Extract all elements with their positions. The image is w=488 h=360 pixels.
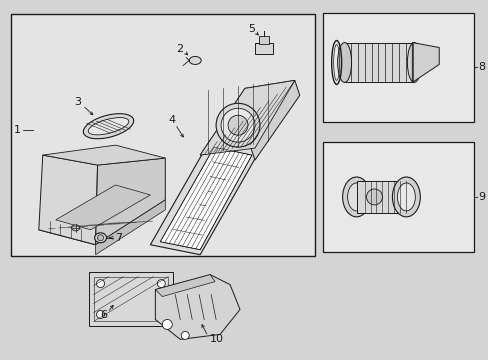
Ellipse shape (181, 332, 189, 339)
Polygon shape (39, 155, 98, 245)
Text: 5: 5 (247, 24, 254, 33)
Polygon shape (200, 80, 294, 155)
Ellipse shape (162, 319, 172, 329)
Ellipse shape (337, 42, 351, 82)
Text: 4: 4 (168, 115, 175, 125)
Bar (11, 14, 314, 256)
Polygon shape (155, 275, 215, 297)
Text: 10: 10 (210, 334, 224, 345)
Bar (322, 142, 473, 252)
Bar (259, 36, 268, 44)
Polygon shape (150, 140, 260, 255)
Polygon shape (160, 147, 251, 250)
Polygon shape (56, 185, 150, 230)
Ellipse shape (94, 233, 106, 243)
Bar (254, 42, 272, 54)
Polygon shape (95, 200, 165, 255)
Ellipse shape (98, 235, 103, 241)
Bar (356, 181, 406, 213)
Ellipse shape (88, 118, 128, 135)
Ellipse shape (189, 57, 201, 64)
Text: 9: 9 (477, 192, 484, 202)
Polygon shape (95, 158, 165, 245)
Text: 8: 8 (477, 62, 484, 72)
Ellipse shape (96, 310, 104, 319)
Ellipse shape (157, 310, 165, 319)
Text: 6: 6 (101, 310, 107, 320)
Polygon shape (39, 185, 165, 245)
Polygon shape (411, 42, 438, 82)
Polygon shape (155, 275, 240, 339)
Text: 1: 1 (14, 125, 21, 135)
Bar (88, 272, 173, 327)
Ellipse shape (392, 177, 420, 217)
Text: 3: 3 (75, 97, 81, 107)
Polygon shape (200, 80, 294, 155)
Ellipse shape (216, 103, 260, 147)
Ellipse shape (342, 177, 370, 217)
Bar (344, 42, 413, 82)
Ellipse shape (221, 108, 254, 142)
Ellipse shape (347, 183, 365, 211)
Ellipse shape (366, 189, 382, 205)
Ellipse shape (83, 114, 133, 139)
Bar (93, 276, 168, 321)
Bar (322, 13, 473, 122)
Ellipse shape (72, 225, 80, 231)
Text: 7: 7 (115, 233, 122, 243)
Ellipse shape (407, 42, 421, 82)
Ellipse shape (397, 183, 414, 211)
Ellipse shape (96, 280, 104, 288)
Polygon shape (249, 80, 299, 160)
Ellipse shape (227, 115, 247, 135)
Ellipse shape (157, 280, 165, 288)
Text: 2: 2 (176, 44, 183, 54)
Polygon shape (42, 145, 165, 165)
